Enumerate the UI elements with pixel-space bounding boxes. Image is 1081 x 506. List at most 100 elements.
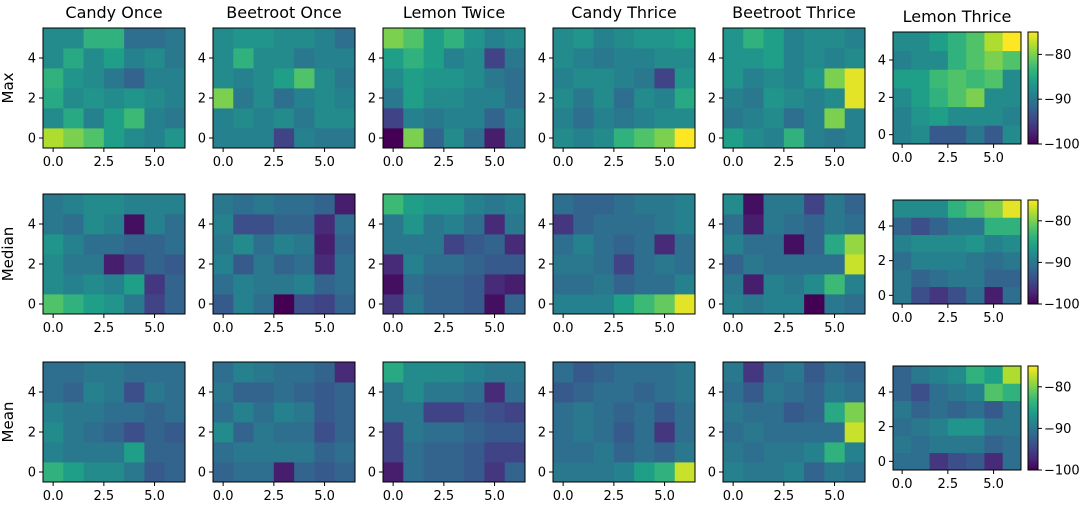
heatmap-cell xyxy=(443,194,465,215)
colorbar-segment xyxy=(1028,457,1038,461)
heatmap-panel-1-3: 0.0 2.5 5.0 0 2 4 Lemon Twice xyxy=(368,3,526,170)
y-tick-label: 2 xyxy=(538,258,546,273)
heatmap-cell xyxy=(334,28,356,49)
colorbar-segment xyxy=(1028,213,1038,217)
colorbar-segment xyxy=(1028,447,1038,450)
y-tick-label: 0 xyxy=(368,466,376,481)
heatmap-cell xyxy=(464,128,485,149)
heatmap-cell xyxy=(804,128,825,149)
x-tick-label: 2.5 xyxy=(434,155,455,170)
heatmap-cell xyxy=(403,234,424,255)
heatmap-cell xyxy=(804,88,825,109)
heatmap-cell xyxy=(273,28,295,49)
heatmap-cell xyxy=(553,422,574,443)
colorbar-segment xyxy=(1028,130,1038,134)
heatmap-cell xyxy=(314,28,336,49)
heatmap-cell xyxy=(464,462,485,483)
x-tick-label: 5.0 xyxy=(983,151,1004,166)
colorbar-segment xyxy=(1028,250,1038,253)
heatmap-cell xyxy=(423,422,445,443)
heatmap-cell xyxy=(63,128,84,149)
heatmap-cell xyxy=(294,68,315,89)
colorbar-segment xyxy=(1028,431,1038,435)
heatmap-cell xyxy=(144,294,166,315)
column-title: Beetroot Once xyxy=(226,3,341,22)
heatmap-cell xyxy=(273,108,295,129)
heatmap-cell xyxy=(804,254,825,275)
heatmap-cell xyxy=(314,234,336,255)
y-tick-label: 2 xyxy=(28,426,36,441)
heatmap-cell xyxy=(334,88,356,109)
heatmap-cell xyxy=(911,383,930,402)
heatmap-cell xyxy=(573,28,594,49)
heatmap-cell xyxy=(233,402,254,423)
heatmap-cell xyxy=(654,48,676,69)
heatmap-cell xyxy=(723,294,744,315)
heatmap-cell xyxy=(43,234,64,255)
colorbar-segment xyxy=(1028,102,1038,106)
colorbar-segment xyxy=(1028,281,1038,284)
heatmap-cell xyxy=(213,28,234,49)
heatmap-cell xyxy=(504,128,526,149)
heatmap-cell xyxy=(63,442,84,463)
heatmap-cell xyxy=(844,422,866,443)
heatmap-cell xyxy=(593,274,615,295)
heatmap-cell xyxy=(911,32,930,52)
column-title: Lemon Twice xyxy=(403,3,505,22)
heatmap-cell xyxy=(573,294,594,315)
heatmap-cell xyxy=(613,254,635,275)
heatmap-panel-2-2: 0.0 2.5 5.0 0 2 4 xyxy=(198,193,356,336)
heatmap-cell xyxy=(634,128,655,149)
colorbar-segment xyxy=(1028,41,1038,44)
heatmap-cell xyxy=(1002,383,1022,402)
colorbar-segment xyxy=(1028,93,1038,96)
heatmap-cell xyxy=(63,88,84,109)
y-tick-label: 4 xyxy=(708,52,716,67)
colorbar: −80 −90 −100 xyxy=(1027,365,1080,479)
colorbar-segment xyxy=(1028,372,1038,376)
heatmap-cell xyxy=(43,28,64,49)
heatmap-cell xyxy=(83,194,105,215)
heatmap-cell xyxy=(383,88,404,109)
colorbar-segment xyxy=(1028,134,1038,138)
heatmap-cell xyxy=(573,128,594,149)
y-tick-label: 4 xyxy=(878,54,886,69)
heatmap-cell xyxy=(443,254,465,275)
colorbar-segment xyxy=(1028,407,1038,410)
colorbar-segment xyxy=(1028,89,1038,93)
heatmap-cell xyxy=(124,128,145,149)
heatmap-cell xyxy=(763,462,785,483)
colorbar-segment xyxy=(1028,366,1038,369)
heatmap-cell xyxy=(573,48,594,69)
colorbar-segment xyxy=(1028,449,1038,452)
heatmap-cell xyxy=(966,452,985,471)
heatmap-cell xyxy=(723,422,744,443)
heatmap-cell xyxy=(43,214,64,235)
heatmap-cell xyxy=(403,194,424,215)
heatmap-cell xyxy=(947,88,967,108)
colorbar-segment xyxy=(1028,232,1038,236)
heatmap-cell xyxy=(844,234,866,255)
colorbar-segment xyxy=(1028,459,1038,462)
heatmap-cell xyxy=(654,274,676,295)
heatmap-cell xyxy=(103,214,125,235)
colorbar-segment xyxy=(1028,393,1038,396)
heatmap-cell xyxy=(844,88,866,109)
x-tick-label: 0.0 xyxy=(43,321,64,336)
colorbar-segment xyxy=(1028,379,1038,383)
heatmap-cell xyxy=(743,234,764,255)
colorbar-segment xyxy=(1028,424,1038,428)
heatmap-cell xyxy=(804,234,825,255)
heatmap-cell xyxy=(824,294,846,315)
heatmap-cell xyxy=(294,88,315,109)
heatmap-cell xyxy=(233,422,254,443)
heatmap-cell xyxy=(314,68,336,89)
heatmap-cell xyxy=(723,68,744,89)
heatmap-cell xyxy=(763,274,785,295)
colorbar-segment xyxy=(1028,206,1038,210)
colorbar-segment xyxy=(1028,45,1038,48)
heatmap-cell xyxy=(613,382,635,403)
axes-frame xyxy=(382,361,526,483)
heatmap-cell xyxy=(743,88,764,109)
colorbar-segment xyxy=(1028,78,1038,82)
